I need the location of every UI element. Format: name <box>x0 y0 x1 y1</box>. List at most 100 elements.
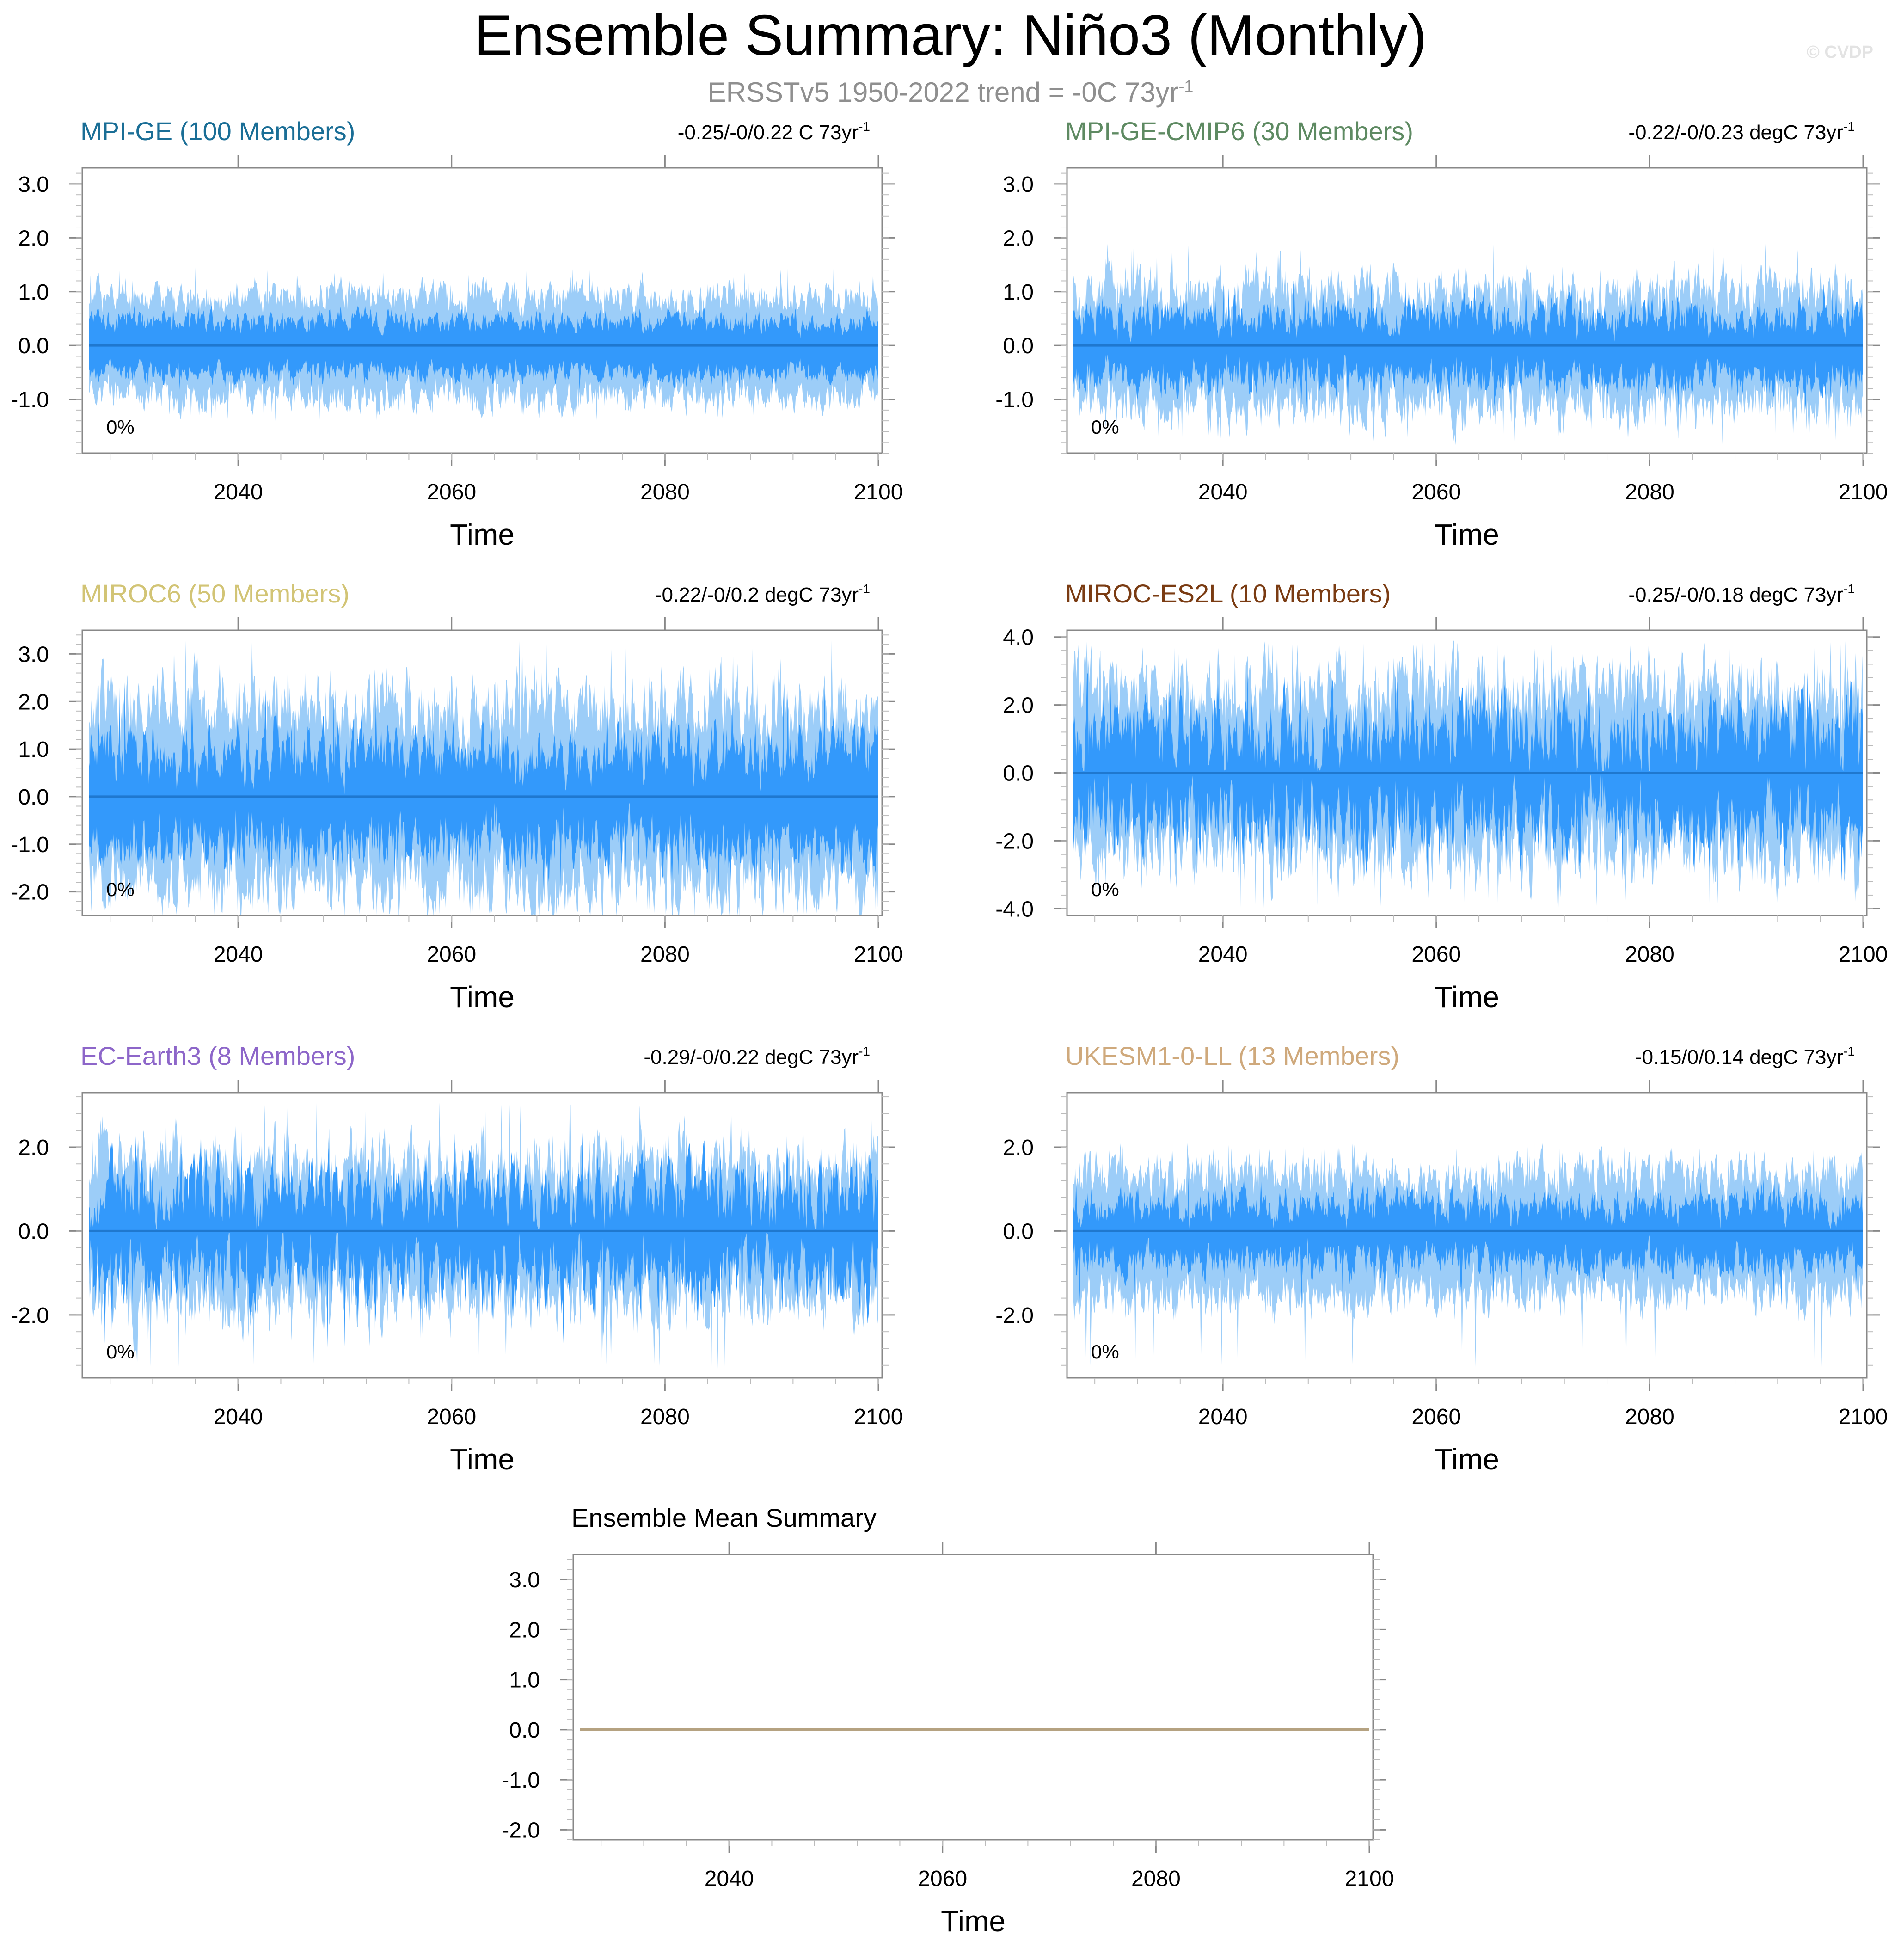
x-tick-label: 2080 <box>1131 1867 1181 1891</box>
y-tick-label: 3.0 <box>1003 172 1034 197</box>
chart-panel-7: Ensemble Mean Summary -2.0 -1.0 0.0 1.0 2.0 3.… <box>502 1503 1394 1938</box>
panel-trend-label: -0.29/-0/0.22 degC 73yr-1 <box>644 1044 870 1069</box>
plot-frame <box>572 1554 1374 1841</box>
y-tick-label: 3.0 <box>509 1568 540 1592</box>
inner-band-area <box>89 1131 878 1348</box>
y-tick-label: 0.0 <box>18 334 49 358</box>
y-tick-label: 3.0 <box>18 642 49 667</box>
x-axis-label: Time <box>1435 1443 1499 1476</box>
panel-title: MPI-GE (100 Members) <box>80 117 355 146</box>
x-tick-label: 2060 <box>1411 1405 1461 1429</box>
chart-panel-2: MPI-GE-CMIP6 (30 Members) -0.22/-0/0.23 d… <box>995 117 1888 551</box>
inner-band-area <box>89 305 878 391</box>
trend-text: -0.15/0/0.14 degC 73yr <box>1635 1046 1843 1069</box>
inner-band-area <box>1073 671 1863 885</box>
y-tick-label: -1.0 <box>11 833 49 857</box>
y-tick-label: -2.0 <box>502 1818 540 1843</box>
inner-band-area <box>1073 1177 1863 1307</box>
panel-trend-label: -0.15/0/0.14 degC 73yr-1 <box>1635 1044 1855 1069</box>
chart-panel-6: UKESM1-0-LL (13 Members) -0.15/0/0.14 deg… <box>995 1041 1888 1476</box>
panel-title: MIROC-ES2L (10 Members) <box>1065 579 1391 608</box>
x-tick-label: 2060 <box>427 480 476 504</box>
trend-superscript: -1 <box>1843 119 1855 134</box>
percent-label: 0% <box>106 879 135 900</box>
subtitle-text: ERSSTv5 1950-2022 trend = -0C 73yr <box>707 77 1179 108</box>
x-tick-label: 2080 <box>1625 1405 1674 1429</box>
panel-trend-label: -0.22/-0/0.23 degC 73yr-1 <box>1628 119 1855 144</box>
y-tick-label: 3.0 <box>18 172 49 197</box>
x-tick-label: 2060 <box>1411 480 1461 504</box>
y-tick-label: 0.0 <box>1003 762 1034 786</box>
x-axis-label: Time <box>450 1443 515 1476</box>
trend-text: -0.22/-0/0.23 degC 73yr <box>1628 121 1843 144</box>
chart-panel-3: MIROC6 (50 Members) -0.22/-0/0.2 degC 73y… <box>11 579 903 1014</box>
x-axis-label: Time <box>1435 518 1499 551</box>
y-tick-label: 2.0 <box>1003 1136 1034 1160</box>
trend-superscript: -1 <box>1843 1044 1855 1058</box>
x-tick-label: 2060 <box>1411 942 1461 967</box>
panel-title: MIROC6 (50 Members) <box>80 579 350 608</box>
percent-label: 0% <box>1091 1341 1119 1363</box>
y-tick-label: -2.0 <box>995 1303 1034 1328</box>
x-tick-label: 2040 <box>1198 1405 1248 1429</box>
x-axis-label: Time <box>450 518 515 551</box>
x-tick-label: 2100 <box>854 1405 903 1429</box>
y-tick-label: -4.0 <box>995 897 1034 922</box>
x-tick-label: 2080 <box>640 1405 690 1429</box>
inner-band-area <box>89 687 878 891</box>
trend-superscript: -1 <box>859 1044 870 1058</box>
panel-title: UKESM1-0-LL (13 Members) <box>1065 1041 1399 1070</box>
chart-panel-4: MIROC-ES2L (10 Members) -0.25/-0/0.18 deg… <box>995 579 1888 1014</box>
y-tick-label: 2.0 <box>18 690 49 714</box>
percent-label: 0% <box>1091 879 1119 900</box>
y-tick-label: 1.0 <box>1003 280 1034 305</box>
y-tick-label: 2.0 <box>509 1618 540 1642</box>
chart-panel-1: MPI-GE (100 Members) -0.25/-0/0.22 C 73yr… <box>11 117 903 551</box>
x-tick-label: 2040 <box>214 480 263 504</box>
x-tick-label: 2100 <box>1345 1867 1394 1891</box>
trend-text: -0.25/-0/0.18 degC 73yr <box>1628 584 1843 606</box>
panel-title: MPI-GE-CMIP6 (30 Members) <box>1065 117 1413 146</box>
x-tick-label: 2040 <box>705 1867 754 1891</box>
y-tick-label: -2.0 <box>11 880 49 905</box>
x-tick-label: 2100 <box>1839 1405 1888 1429</box>
panel-trend-label: -0.25/-0/0.18 degC 73yr-1 <box>1628 582 1855 606</box>
trend-superscript: -1 <box>859 119 870 134</box>
y-tick-label: -1.0 <box>11 388 49 412</box>
x-tick-label: 2080 <box>640 480 690 504</box>
x-tick-label: 2040 <box>1198 942 1248 967</box>
x-axis-label: Time <box>941 1905 1006 1938</box>
y-tick-label: 0.0 <box>1003 1219 1034 1244</box>
x-tick-label: 2060 <box>427 942 476 967</box>
trend-superscript: -1 <box>1843 582 1855 596</box>
x-tick-label: 2060 <box>427 1405 476 1429</box>
y-tick-label: 2.0 <box>18 1136 49 1160</box>
y-tick-label: -2.0 <box>11 1303 49 1328</box>
figure-subtitle: ERSSTv5 1950-2022 trend = -0C 73yr-1 <box>0 76 1901 108</box>
y-tick-label: -1.0 <box>995 388 1034 412</box>
panel-title: EC-Earth3 (8 Members) <box>80 1041 355 1070</box>
x-tick-label: 2100 <box>1839 480 1888 504</box>
figure-title: Ensemble Summary: Niño3 (Monthly) <box>474 4 1427 68</box>
x-tick-label: 2080 <box>640 942 690 967</box>
y-tick-label: -2.0 <box>995 829 1034 854</box>
x-axis-label: Time <box>1435 980 1499 1014</box>
panel-trend-label: -0.25/-0/0.22 C 73yr-1 <box>678 119 870 144</box>
y-tick-label: 0.0 <box>18 1219 49 1244</box>
percent-label: 0% <box>106 1341 135 1363</box>
x-tick-label: 2080 <box>1625 480 1674 504</box>
trend-text: -0.22/-0/0.2 degC 73yr <box>655 584 859 606</box>
x-tick-label: 2100 <box>854 942 903 967</box>
x-tick-label: 2100 <box>854 480 903 504</box>
panel-title: Ensemble Mean Summary <box>571 1503 877 1532</box>
trend-text: -0.25/-0/0.22 C 73yr <box>678 121 859 144</box>
y-tick-label: -1.0 <box>502 1768 540 1793</box>
x-tick-label: 2040 <box>214 1405 263 1429</box>
y-tick-label: 0.0 <box>18 785 49 810</box>
trend-superscript: -1 <box>859 582 870 596</box>
x-tick-label: 2060 <box>918 1867 967 1891</box>
x-tick-label: 2100 <box>1839 942 1888 967</box>
y-tick-label: 1.0 <box>18 280 49 305</box>
